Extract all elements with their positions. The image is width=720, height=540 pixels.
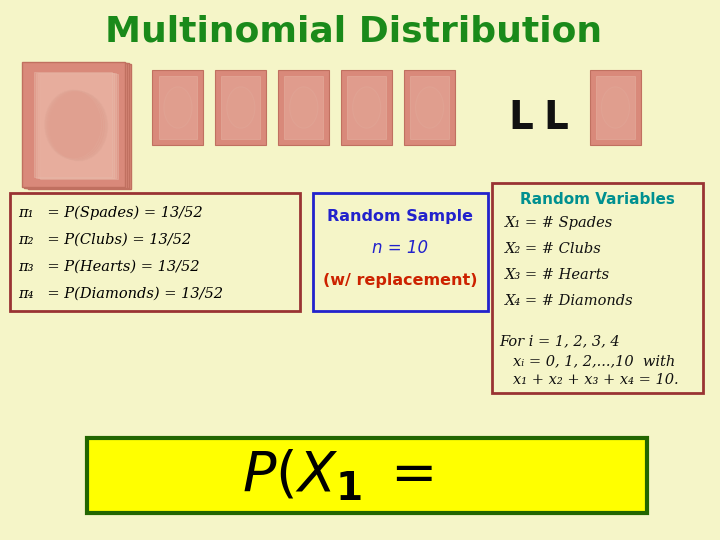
Bar [596,76,635,139]
Bar [347,76,386,139]
Bar [341,70,392,145]
Ellipse shape [45,90,102,159]
Text: xᵢ = 0, 1, 2,...,10  with: xᵢ = 0, 1, 2,...,10 with [513,354,675,368]
Bar [158,76,197,139]
Text: For i = 1, 2, 3, 4: For i = 1, 2, 3, 4 [500,334,620,348]
Text: X₃ = # Hearts: X₃ = # Hearts [505,268,611,282]
Bar [40,74,118,179]
Ellipse shape [49,91,106,160]
Bar [278,70,329,145]
Ellipse shape [415,87,444,128]
Bar [222,76,261,139]
Bar [26,63,129,188]
Ellipse shape [289,87,318,128]
Bar [312,193,487,311]
Ellipse shape [353,87,381,128]
Text: π₄   = P(Diamonds) = 13/52: π₄ = P(Diamonds) = 13/52 [18,287,222,301]
Ellipse shape [164,87,192,128]
Ellipse shape [47,91,104,159]
Bar [590,70,641,145]
Text: π₂   = P(Clubs) = 13/52: π₂ = P(Clubs) = 13/52 [18,233,191,247]
Text: X₄ = # Diamonds: X₄ = # Diamonds [505,294,634,308]
Text: Random Sample: Random Sample [327,210,473,225]
Ellipse shape [50,92,107,161]
Bar [22,62,125,187]
Bar [24,63,127,187]
Bar [284,76,323,139]
Text: π₃   = P(Hearts) = 13/52: π₃ = P(Hearts) = 13/52 [18,260,199,274]
Text: x₁ + x₂ + x₃ + x₄ = 10.: x₁ + x₂ + x₃ + x₄ = 10. [513,373,679,387]
Text: π₁   = P(Spades) = 13/52: π₁ = P(Spades) = 13/52 [18,206,202,220]
Bar [38,73,117,178]
Bar [27,64,131,189]
Ellipse shape [227,87,255,128]
Bar [153,70,204,145]
Text: $\mathit{P}$$\mathit{(}$$\mathit{X}$$_\mathbf{1}$$\;\mathit{=}$: $\mathit{P}$$\mathit{(}$$\mathit{X}$$_\m… [242,448,433,503]
Bar [34,72,112,177]
Bar [410,76,449,139]
Text: X₁ = # Spades: X₁ = # Spades [505,216,613,230]
Text: Multinomial Distribution: Multinomial Distribution [105,15,603,49]
Bar [10,193,300,311]
Text: Random Variables: Random Variables [520,192,675,207]
Text: X₂ = # Clubs: X₂ = # Clubs [505,242,602,256]
Text: n = 10: n = 10 [372,239,428,257]
Bar [492,183,703,393]
Text: L: L [508,99,534,137]
Text: L: L [543,99,568,137]
Bar [404,70,455,145]
Bar [36,72,114,178]
Bar [215,70,266,145]
Ellipse shape [601,87,629,128]
Text: (w/ replacement): (w/ replacement) [323,273,477,288]
Bar [86,438,647,513]
